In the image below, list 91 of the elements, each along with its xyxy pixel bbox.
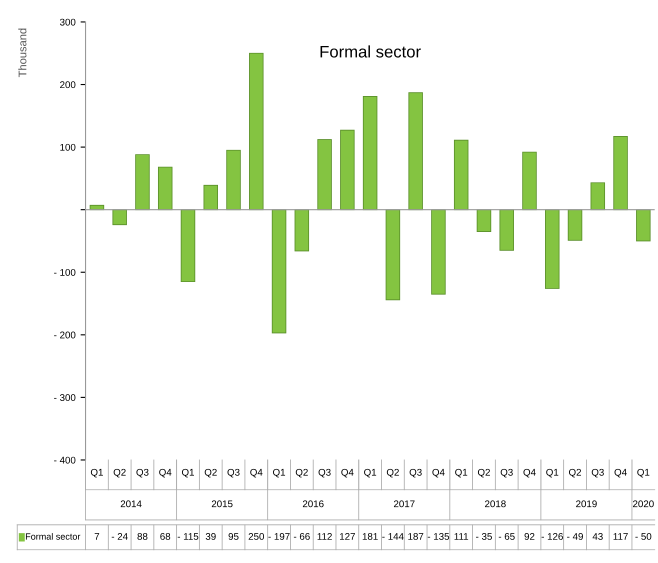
data-label: 39 (206, 533, 216, 540)
data-label: - 49 (567, 533, 583, 540)
text: 2018 (485, 500, 506, 508)
y-axis-title: Thousand (18, 28, 26, 78)
data-label: - 135 (428, 533, 450, 540)
data-label: 88 (137, 533, 148, 540)
bar (476, 209, 492, 232)
x-tick-label: Q1 (364, 468, 376, 478)
x-tick-label: Q3 (410, 468, 422, 478)
text: 2016 (302, 500, 324, 508)
y-tick-label: - 300 (54, 394, 76, 402)
bar (590, 182, 606, 210)
bar (545, 209, 560, 289)
x-tick-label: Q3 (136, 468, 149, 478)
x-tick-label: Q1 (637, 468, 650, 478)
data-label: 112 (318, 533, 332, 540)
text: Formal sector (320, 45, 421, 58)
x-tick-label: Q4 (432, 468, 445, 478)
data-label: 250 (248, 533, 264, 540)
x-tick-label: Q1 (182, 468, 194, 478)
x-tick-label: Q2 (296, 468, 308, 478)
data-label: 95 (228, 533, 239, 540)
y-tick-label: 200 (60, 81, 76, 88)
y-tick-label: - 100 (54, 268, 76, 276)
bar (431, 209, 446, 295)
bar (180, 209, 196, 282)
bar (362, 96, 378, 210)
bar (226, 150, 241, 210)
bar (158, 166, 172, 210)
x-tick-label: Q4 (614, 468, 627, 478)
x-tick-label: Q4 (341, 468, 354, 478)
y-tick-label: - 200 (54, 332, 76, 338)
bar (636, 209, 651, 242)
bar (499, 209, 514, 251)
data-label: 7 (94, 533, 100, 540)
bar (294, 209, 310, 252)
x-tick-label: Q3 (592, 468, 604, 478)
data-label: 127 (340, 533, 355, 540)
x-tick-label: Q3 (228, 468, 240, 478)
data-label: 187 (408, 533, 424, 540)
data-label: - 24 (112, 533, 128, 540)
bar (272, 209, 286, 334)
data-label: - 50 (635, 533, 652, 540)
data-label: - 65 (498, 533, 515, 540)
x-tick-label: Q2 (204, 468, 217, 478)
y-tick-label: - 400 (54, 456, 76, 464)
data-label: 68 (160, 533, 170, 540)
bar (249, 52, 264, 210)
x-tick-label: Q4 (523, 468, 536, 478)
data-label: - 126 (542, 533, 563, 540)
bar (204, 184, 218, 210)
x-tick-label: Q2 (569, 468, 582, 478)
x-tick-label: Q2 (114, 468, 126, 478)
x-tick-label: Q4 (159, 468, 172, 478)
bar (112, 209, 127, 226)
bar (340, 130, 355, 210)
text: 2020 (633, 500, 654, 508)
bar (317, 139, 332, 210)
bar (386, 209, 400, 300)
text: 2015 (212, 500, 233, 508)
x-tick-label: Q3 (500, 468, 513, 478)
bar (568, 209, 582, 241)
data-label: 181 (362, 533, 378, 540)
data-label: - 115 (178, 533, 198, 540)
x-tick-label: Q1 (90, 468, 103, 478)
y-tick-label: 100 (60, 144, 76, 151)
bar (522, 152, 537, 210)
data-label: - 144 (382, 533, 404, 540)
legend-label: Formal sector (26, 533, 80, 540)
text: 2017 (394, 500, 415, 508)
x-tick-label: Q1 (273, 468, 286, 478)
data-label: 111 (454, 533, 468, 540)
bar (135, 154, 150, 210)
x-tick-label: Q1 (455, 468, 468, 478)
x-tick-label: Q2 (478, 468, 490, 478)
data-label: - 35 (476, 533, 492, 540)
data-label: - 197 (268, 533, 290, 540)
bar (454, 140, 468, 210)
bar (613, 136, 628, 210)
bar (408, 92, 423, 210)
x-tick-label: Q1 (546, 468, 558, 478)
x-tick-label: Q4 (250, 468, 262, 478)
y-tick-label: 300 (60, 18, 76, 26)
text: 2014 (120, 500, 142, 508)
text: 2019 (576, 500, 597, 508)
x-tick-label: Q2 (386, 468, 399, 478)
data-label: - 66 (294, 533, 310, 540)
x-tick-label: Q3 (318, 468, 331, 478)
data-label: 43 (592, 533, 603, 540)
data-label: 117 (614, 533, 628, 540)
data-label: 92 (524, 533, 534, 540)
